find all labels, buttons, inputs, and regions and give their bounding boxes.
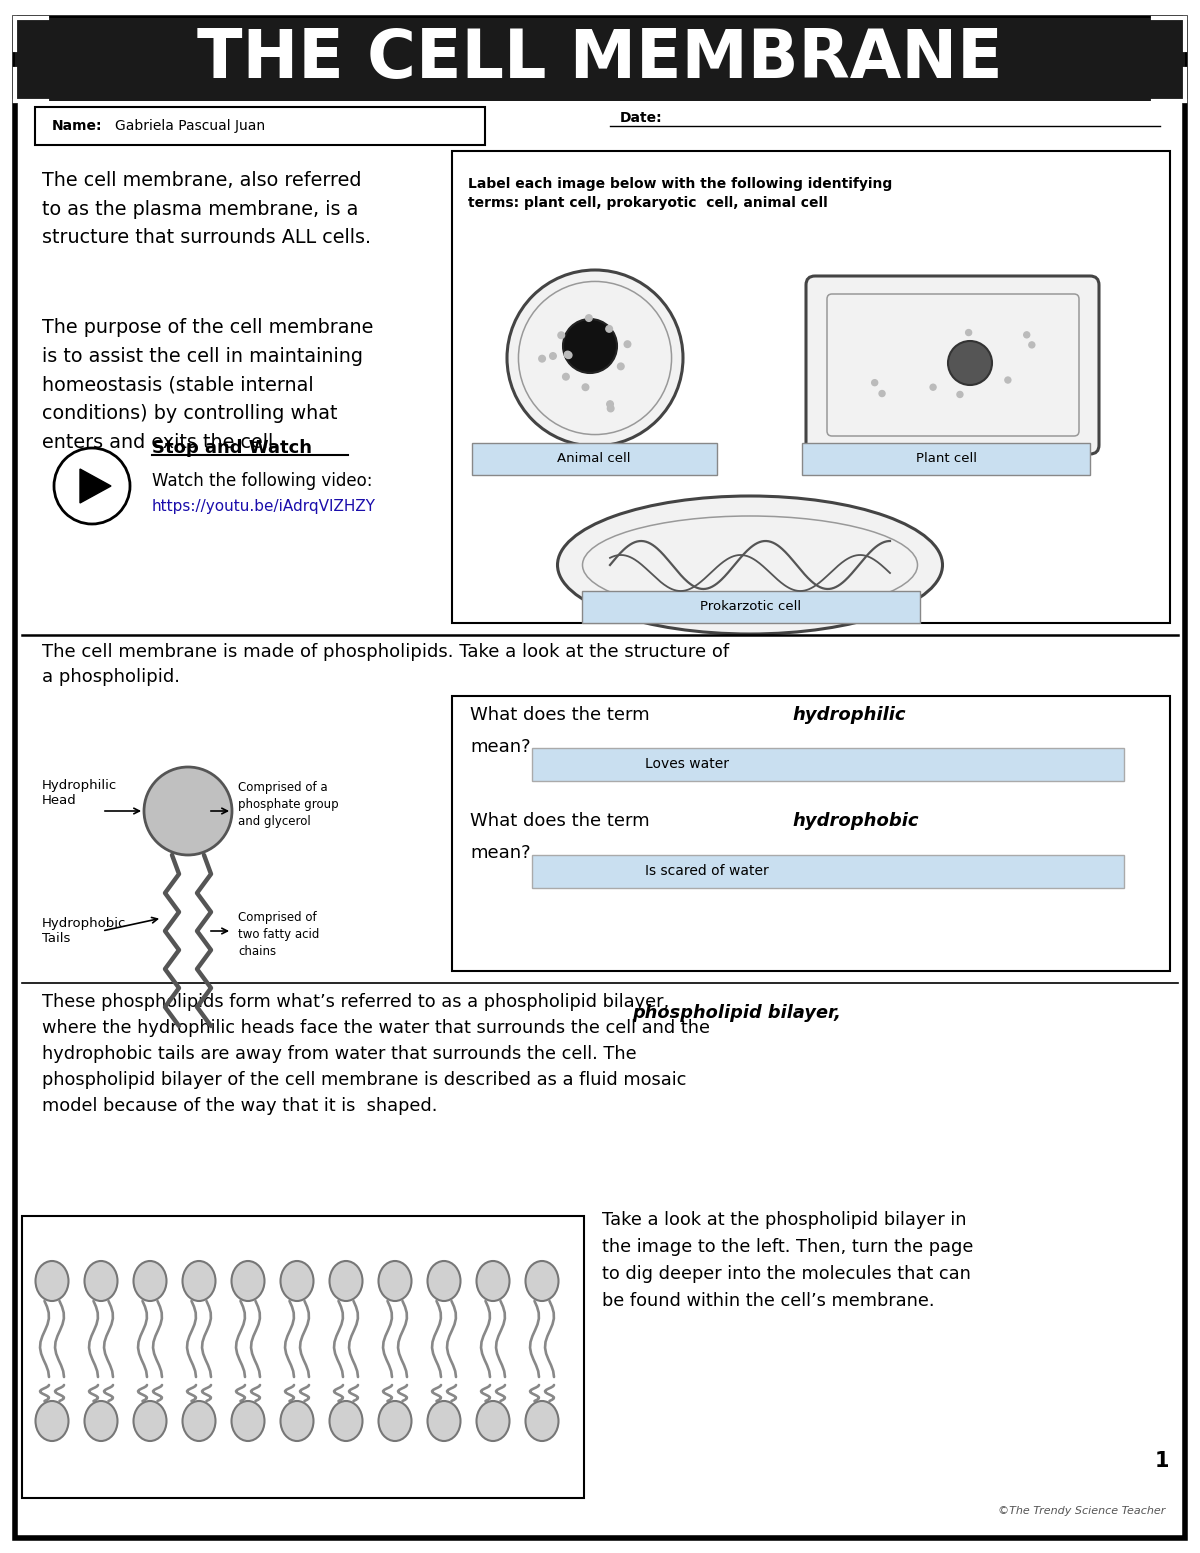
Text: Plant cell: Plant cell (916, 452, 977, 466)
Circle shape (539, 356, 545, 362)
Circle shape (558, 332, 564, 339)
Circle shape (54, 447, 130, 523)
Text: Prokarzotic cell: Prokarzotic cell (701, 601, 802, 613)
Circle shape (508, 270, 683, 446)
Circle shape (144, 767, 232, 856)
Circle shape (586, 315, 592, 321)
FancyBboxPatch shape (582, 592, 920, 623)
Text: These phospholipids form what’s referred to as a phospholipid bilayer,
where the: These phospholipids form what’s referred… (42, 992, 710, 1115)
Text: Comprised of
two fatty acid
chains: Comprised of two fatty acid chains (238, 912, 319, 958)
Ellipse shape (476, 1401, 510, 1441)
Ellipse shape (330, 1401, 362, 1441)
Text: Gabriela Pascual Juan: Gabriela Pascual Juan (115, 120, 265, 134)
Text: phospholipid bilayer,: phospholipid bilayer, (632, 1005, 841, 1022)
Ellipse shape (36, 1261, 68, 1301)
Circle shape (880, 390, 886, 396)
Circle shape (565, 353, 572, 359)
Text: Animal cell: Animal cell (557, 452, 631, 466)
Circle shape (563, 373, 569, 380)
Ellipse shape (427, 1261, 461, 1301)
Ellipse shape (281, 1401, 313, 1441)
Circle shape (966, 329, 972, 335)
Text: Label each image below with the following identifying
terms: plant cell, prokary: Label each image below with the followin… (468, 177, 893, 211)
Text: Watch the following video:: Watch the following video: (152, 472, 372, 491)
Polygon shape (80, 469, 112, 503)
Text: What does the term: What does the term (470, 812, 655, 829)
Text: Name:: Name: (52, 120, 102, 134)
Ellipse shape (378, 1401, 412, 1441)
Ellipse shape (232, 1401, 264, 1441)
Ellipse shape (182, 1401, 216, 1441)
Circle shape (582, 384, 589, 390)
Text: Hydrophobic
Tails: Hydrophobic Tails (42, 916, 126, 944)
Circle shape (550, 353, 557, 359)
Circle shape (563, 318, 617, 373)
Text: ©The Trendy Science Teacher: ©The Trendy Science Teacher (997, 1506, 1165, 1516)
Ellipse shape (84, 1401, 118, 1441)
FancyBboxPatch shape (452, 151, 1170, 623)
Text: Date:: Date: (620, 110, 662, 124)
Ellipse shape (232, 1261, 264, 1301)
Circle shape (1028, 342, 1034, 348)
FancyBboxPatch shape (452, 696, 1170, 971)
Ellipse shape (84, 1261, 118, 1301)
Circle shape (930, 384, 936, 390)
FancyBboxPatch shape (35, 107, 485, 144)
FancyBboxPatch shape (472, 443, 718, 475)
Text: https://youtu.be/iAdrqVIZHZY: https://youtu.be/iAdrqVIZHZY (152, 500, 376, 514)
FancyBboxPatch shape (22, 1216, 584, 1499)
Text: hydrophilic: hydrophilic (792, 707, 906, 724)
Ellipse shape (36, 1401, 68, 1441)
Ellipse shape (330, 1261, 362, 1301)
Ellipse shape (378, 1261, 412, 1301)
Ellipse shape (476, 1261, 510, 1301)
FancyBboxPatch shape (14, 19, 1186, 1537)
Circle shape (564, 351, 571, 357)
Text: What does the term: What does the term (470, 707, 655, 724)
Text: The cell membrane, also referred
to as the plasma membrane, is a
structure that : The cell membrane, also referred to as t… (42, 171, 371, 247)
Circle shape (607, 401, 613, 407)
Circle shape (956, 391, 962, 398)
FancyBboxPatch shape (806, 276, 1099, 453)
Ellipse shape (427, 1401, 461, 1441)
Ellipse shape (526, 1401, 558, 1441)
Text: Stop and Watch: Stop and Watch (152, 439, 312, 457)
Circle shape (607, 405, 614, 412)
Circle shape (1024, 332, 1030, 339)
Circle shape (606, 326, 612, 332)
FancyBboxPatch shape (532, 749, 1124, 781)
Ellipse shape (133, 1261, 167, 1301)
Text: Loves water: Loves water (646, 758, 730, 772)
Circle shape (871, 379, 877, 385)
Circle shape (624, 342, 631, 348)
Circle shape (618, 363, 624, 370)
Text: Comprised of a
phosphate group
and glycerol: Comprised of a phosphate group and glyce… (238, 781, 338, 828)
Circle shape (948, 342, 992, 385)
Ellipse shape (558, 495, 942, 634)
Ellipse shape (281, 1261, 313, 1301)
Text: Hydrophilic
Head: Hydrophilic Head (42, 780, 118, 808)
Text: The cell membrane is made of phospholipids. Take a look at the structure of
a ph: The cell membrane is made of phospholipi… (42, 643, 730, 686)
Circle shape (1004, 377, 1010, 384)
Text: Take a look at the phospholipid bilayer in
the image to the left. Then, turn the: Take a look at the phospholipid bilayer … (602, 1211, 973, 1311)
Ellipse shape (182, 1261, 216, 1301)
Text: mean?: mean? (470, 843, 530, 862)
FancyBboxPatch shape (14, 19, 1186, 101)
FancyBboxPatch shape (802, 443, 1090, 475)
Text: mean?: mean? (470, 738, 530, 756)
FancyBboxPatch shape (532, 856, 1124, 888)
Text: Is scared of water: Is scared of water (646, 865, 769, 879)
Text: The purpose of the cell membrane
is to assist the cell in maintaining
homeostasi: The purpose of the cell membrane is to a… (42, 318, 373, 452)
Text: hydrophobic: hydrophobic (792, 812, 918, 829)
Text: 1: 1 (1154, 1451, 1169, 1471)
Ellipse shape (526, 1261, 558, 1301)
Text: THE CELL MEMBRANE: THE CELL MEMBRANE (197, 26, 1003, 93)
Ellipse shape (133, 1401, 167, 1441)
